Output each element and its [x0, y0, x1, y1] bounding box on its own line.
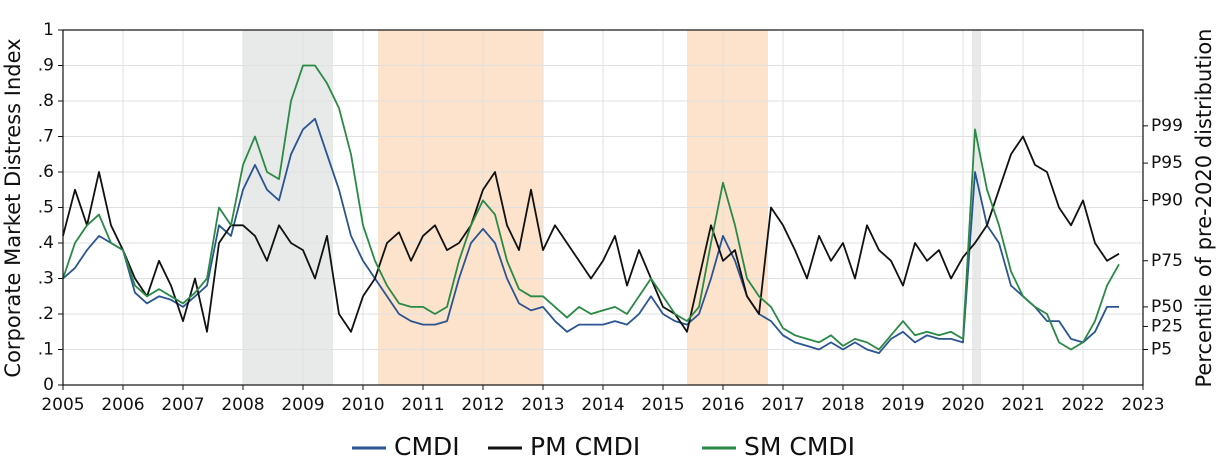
- y-tick-label: .6: [38, 162, 54, 182]
- y-tick-label: .8: [38, 91, 54, 111]
- x-tick-label: 2005: [41, 395, 84, 415]
- y-tick-label: .5: [38, 198, 54, 218]
- legend-label: CMDI: [394, 432, 460, 461]
- series-line: [62, 117, 1119, 354]
- x-tick-label: 2020: [941, 395, 984, 415]
- x-tick-label: 2006: [101, 395, 144, 415]
- x-tick-label: 2010: [341, 395, 384, 415]
- y-tick-label: .4: [38, 233, 54, 253]
- x-tick-label: 2016: [701, 395, 744, 415]
- y2-axis-title: Percentile of pre-2020 distribution: [1192, 29, 1216, 388]
- x-tick-label: 2008: [221, 395, 264, 415]
- legend-label: PM CMDI: [530, 432, 640, 461]
- x-tick-label: 2019: [881, 395, 924, 415]
- y2-tick-label: P50: [1151, 297, 1183, 317]
- y-tick-label: .2: [38, 304, 54, 324]
- y-tick-label: 0: [43, 375, 54, 395]
- y-tick-label: 1: [43, 20, 54, 40]
- x-tick-label: 2021: [1001, 395, 1044, 415]
- x-tick-label: 2007: [161, 395, 204, 415]
- x-tick-label: 2012: [461, 395, 504, 415]
- series-line: [62, 135, 1120, 333]
- x-tick-label: 2011: [401, 395, 444, 415]
- y2-tick-label: P99: [1151, 116, 1183, 136]
- y2-tick-label: P95: [1151, 153, 1183, 173]
- x-tick-label: 2015: [641, 395, 684, 415]
- x-tick-label: 2023: [1121, 395, 1164, 415]
- plot-frame: [62, 29, 1144, 386]
- x-tick-label: 2014: [581, 395, 624, 415]
- legend-label: SM CMDI: [744, 432, 855, 461]
- y-axis-title: Corporate Market Distress Index: [1, 38, 25, 377]
- x-tick-label: 2017: [761, 395, 804, 415]
- x-tick-label: 2009: [281, 395, 324, 415]
- x-tick-label: 2018: [821, 395, 864, 415]
- x-tick-label: 2013: [521, 395, 564, 415]
- y2-tick-label: P5: [1151, 340, 1172, 360]
- y2-tick-label: P25: [1151, 316, 1183, 336]
- y2-tick-label: P75: [1151, 251, 1183, 271]
- y-tick-label: .9: [38, 56, 54, 76]
- y-tick-label: .3: [38, 269, 54, 289]
- series-line: [62, 64, 1120, 351]
- y2-tick-label: P90: [1151, 190, 1183, 210]
- y-tick-label: .7: [38, 127, 54, 147]
- y-tick-label: .1: [38, 340, 54, 360]
- x-tick-label: 2022: [1061, 395, 1104, 415]
